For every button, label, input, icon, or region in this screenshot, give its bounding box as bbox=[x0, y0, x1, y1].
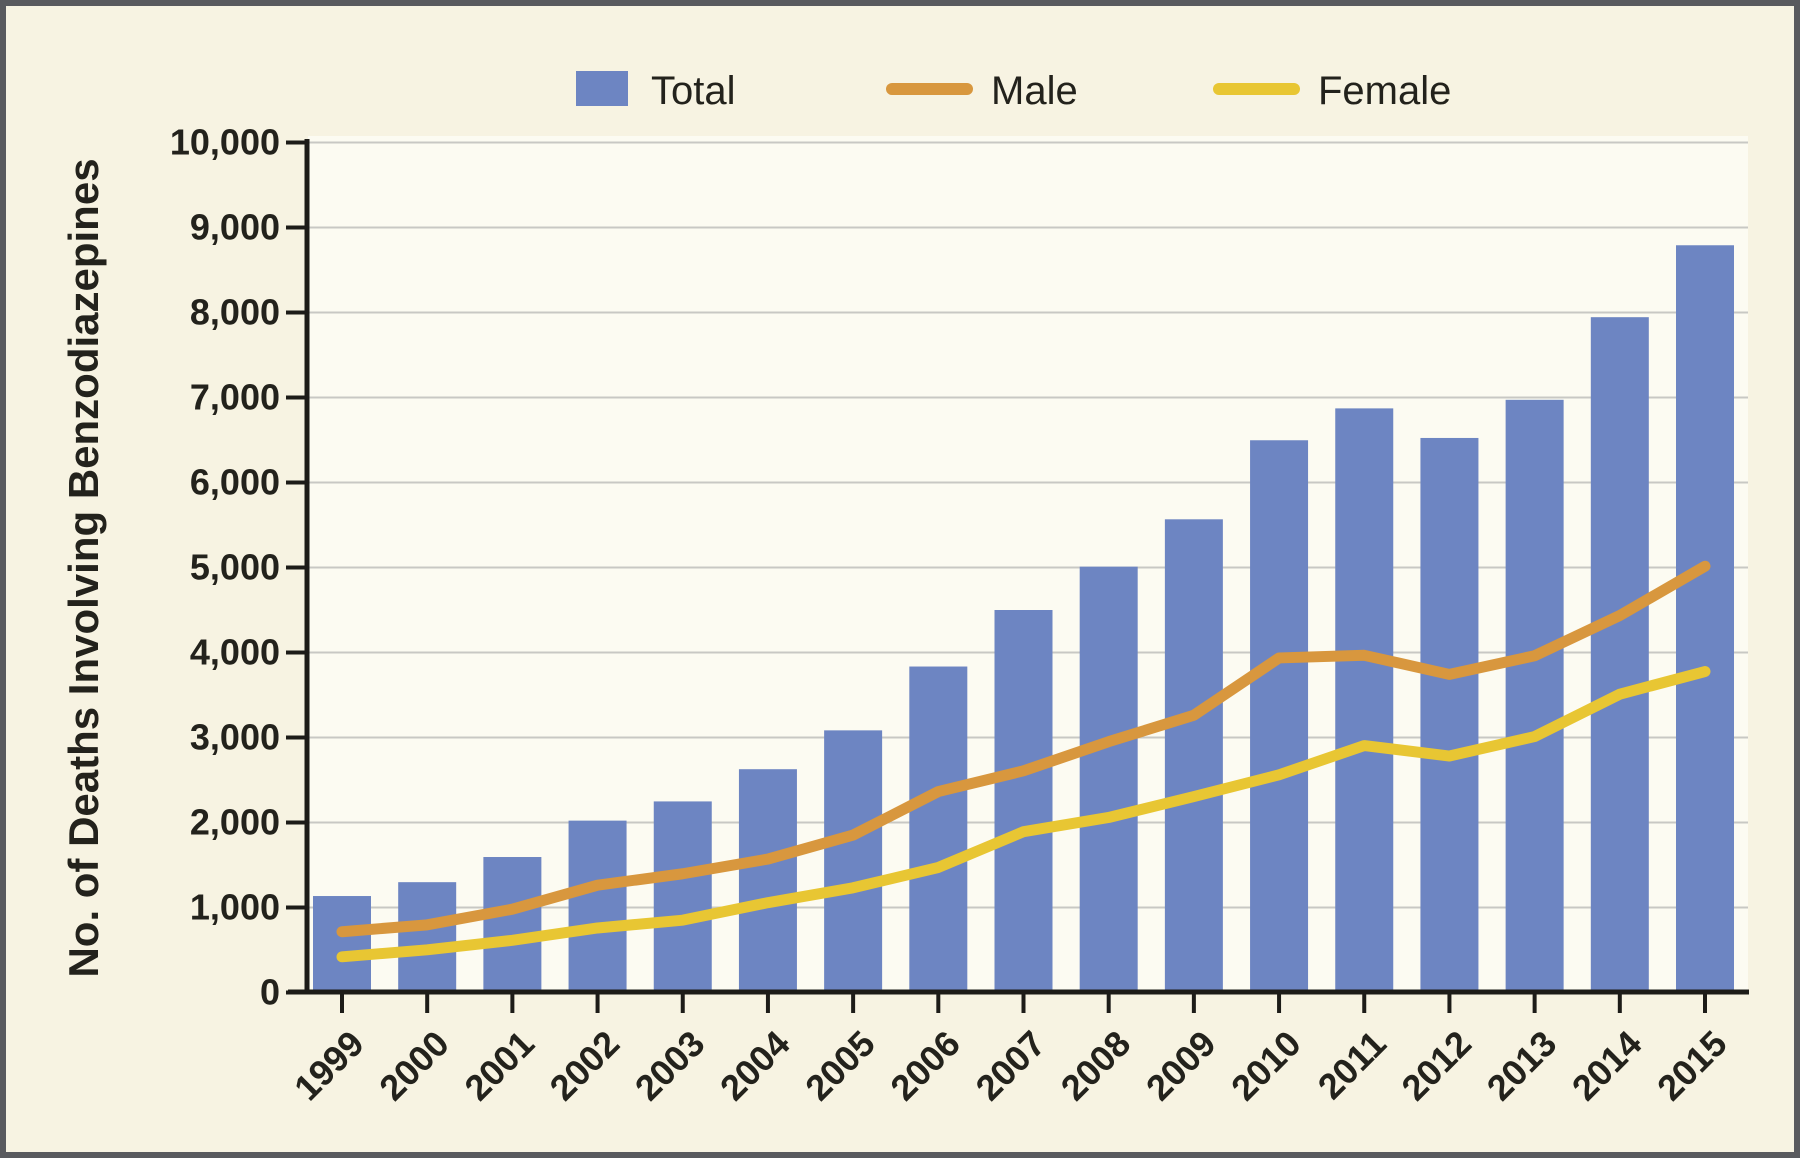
x-tick-label-2010: 2010 bbox=[1223, 1023, 1309, 1109]
total-bar-2010 bbox=[1250, 440, 1309, 995]
y-tick-label: 5,000 bbox=[190, 547, 280, 588]
total-bar-2011 bbox=[1335, 408, 1394, 995]
total-bar-2007 bbox=[994, 610, 1053, 995]
total-bar-2008 bbox=[1079, 566, 1138, 995]
total-bar-2004 bbox=[738, 769, 797, 995]
total-bar-2015 bbox=[1676, 245, 1734, 995]
y-tick-labels: 0 1,000 2,000 3,000 4,000 5,000 6,000 7,000 8,00… bbox=[170, 122, 280, 1013]
x-ticks bbox=[340, 994, 1707, 1013]
legend-female-label: Female bbox=[1318, 69, 1451, 113]
x-tick-label-2004: 2004 bbox=[712, 1023, 798, 1109]
total-bar-2013 bbox=[1505, 399, 1564, 995]
male-line-group bbox=[336, 560, 1711, 938]
legend-male-label: Male bbox=[991, 69, 1078, 113]
female-line bbox=[336, 666, 1711, 963]
female-line-group bbox=[336, 666, 1711, 963]
total-bars bbox=[313, 245, 1734, 995]
y-tick-label: 3,000 bbox=[190, 717, 280, 758]
y-tick-label: 4,000 bbox=[190, 632, 280, 673]
male-line bbox=[336, 560, 1711, 938]
total-bar-1999 bbox=[313, 896, 371, 995]
legend: Total Male Female bbox=[576, 69, 1451, 113]
total-bar-2000 bbox=[398, 882, 457, 995]
total-bar-2005 bbox=[824, 730, 883, 995]
y-tick-label: 8,000 bbox=[190, 292, 280, 333]
y-tick-label: 2,000 bbox=[190, 802, 280, 843]
x-tick-label-1999: 1999 bbox=[286, 1023, 372, 1109]
y-tick-label: 1,000 bbox=[190, 887, 280, 928]
total-bar-2003 bbox=[653, 801, 712, 995]
x-tick-label-2014: 2014 bbox=[1564, 1023, 1650, 1109]
total-bar-2001 bbox=[483, 857, 542, 995]
total-bar-2009 bbox=[1164, 519, 1223, 995]
x-tick-label-2015: 2015 bbox=[1649, 1023, 1735, 1109]
y-tick-label: 6,000 bbox=[190, 462, 280, 503]
x-tick-label-2007: 2007 bbox=[968, 1023, 1054, 1109]
x-tick-label-2005: 2005 bbox=[797, 1023, 883, 1109]
y-tick-label: 7,000 bbox=[190, 377, 280, 418]
total-bar-2014 bbox=[1590, 317, 1649, 995]
legend-total-label: Total bbox=[651, 69, 736, 113]
x-tick-label-2008: 2008 bbox=[1053, 1023, 1139, 1109]
x-tick-labels: 1999 2000 2001 2002 2003 2004 2005 2006 2007 2008… bbox=[286, 1023, 1735, 1109]
x-tick-label-2011: 2011 bbox=[1310, 1023, 1394, 1107]
x-tick-label-2003: 2003 bbox=[627, 1023, 713, 1109]
y-tick-label: 9,000 bbox=[190, 207, 280, 248]
y-tick-label: 10,000 bbox=[170, 122, 280, 163]
y-axis-title: No. of Deaths Involving Benzodiazepines bbox=[60, 158, 107, 977]
x-tick-label-2006: 2006 bbox=[882, 1023, 968, 1109]
x-tick-label-2002: 2002 bbox=[542, 1023, 628, 1109]
benzodiazepine-deaths-chart: 0 1,000 2,000 3,000 4,000 5,000 6,000 7,000 8,00… bbox=[60, 69, 1749, 1109]
x-tick-label-2013: 2013 bbox=[1479, 1023, 1565, 1109]
total-bar-2006 bbox=[909, 666, 968, 995]
legend-total-swatch bbox=[576, 71, 628, 106]
total-bar-2002 bbox=[568, 820, 627, 995]
y-ticks bbox=[286, 140, 306, 995]
x-tick-label-2012: 2012 bbox=[1393, 1023, 1479, 1109]
total-bar-2012 bbox=[1420, 437, 1479, 995]
x-tick-label-2000: 2000 bbox=[371, 1023, 457, 1109]
y-tick-label: 0 bbox=[260, 972, 280, 1013]
x-tick-label-2001: 2001 bbox=[456, 1023, 542, 1109]
x-tick-label-2009: 2009 bbox=[1138, 1023, 1224, 1109]
